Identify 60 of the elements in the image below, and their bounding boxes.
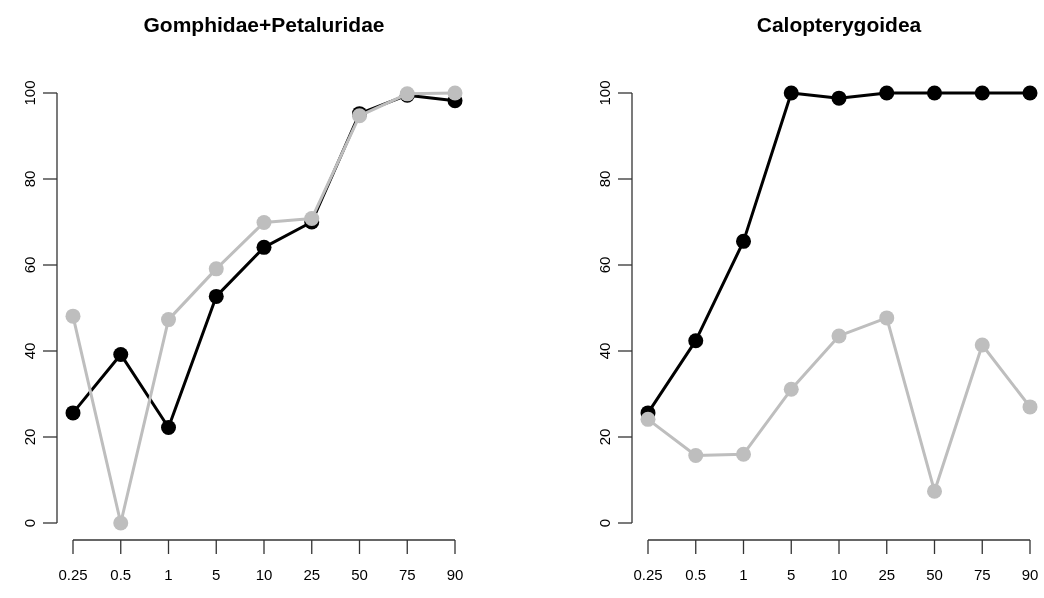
x-tick-label: 1 <box>739 566 748 583</box>
y-tick-label: 80 <box>21 170 38 188</box>
x-tick-label: 90 <box>1021 566 1039 583</box>
y-tick-label: 0 <box>21 518 38 528</box>
point <box>831 328 847 344</box>
y-tick-label: 40 <box>596 342 613 360</box>
x-tick-label: 10 <box>255 566 273 583</box>
point <box>783 381 799 397</box>
y-tick-label: 60 <box>21 256 38 274</box>
point <box>879 85 895 101</box>
y-tick-label: 20 <box>596 428 613 446</box>
x-tick-label: 75 <box>398 566 416 583</box>
point <box>113 515 129 531</box>
point <box>879 310 895 326</box>
point <box>736 446 751 462</box>
point <box>974 337 990 353</box>
x-tick-label: 10 <box>830 566 848 583</box>
x-tick-label: 75 <box>973 566 991 583</box>
point <box>208 288 224 304</box>
x-tick-label: 25 <box>303 566 321 583</box>
point <box>256 239 272 255</box>
point <box>640 411 656 427</box>
y-tick-label: 0 <box>596 518 613 528</box>
point <box>927 85 942 101</box>
x-tick-label: 5 <box>212 566 221 583</box>
point <box>208 261 224 277</box>
point <box>688 447 704 463</box>
x-tick-label: 50 <box>926 566 943 583</box>
x-tick-label: 50 <box>351 566 368 583</box>
point <box>927 483 942 499</box>
x-tick-label: 5 <box>787 566 796 583</box>
point <box>65 308 81 324</box>
point <box>447 85 463 101</box>
x-tick-label: 0.5 <box>685 566 707 583</box>
y-tick-label: 80 <box>596 170 613 188</box>
point <box>1022 399 1038 415</box>
point <box>65 405 81 421</box>
y-tick-label: 60 <box>596 256 613 274</box>
y-tick-label: 100 <box>21 80 38 106</box>
point <box>831 90 847 106</box>
x-tick-label: 1 <box>164 566 173 583</box>
x-tick-label: 25 <box>878 566 896 583</box>
point <box>256 214 272 230</box>
x-tick-label: 0.25 <box>58 566 88 583</box>
point <box>113 346 129 362</box>
point <box>688 333 704 349</box>
point <box>783 85 799 101</box>
y-tick-label: 100 <box>596 80 613 106</box>
chart-title: Calopterygoidea <box>756 13 922 36</box>
point <box>1022 85 1038 101</box>
point <box>974 85 990 101</box>
x-tick-label: 0.5 <box>110 566 132 583</box>
y-tick-label: 20 <box>21 428 38 446</box>
y-tick-label: 40 <box>21 342 38 360</box>
point <box>161 312 176 328</box>
chart-title: Gomphidae+Petaluridae <box>143 13 385 36</box>
x-tick-label: 90 <box>446 566 464 583</box>
x-tick-label: 0.25 <box>633 566 663 583</box>
point <box>736 233 751 249</box>
point <box>161 420 176 436</box>
